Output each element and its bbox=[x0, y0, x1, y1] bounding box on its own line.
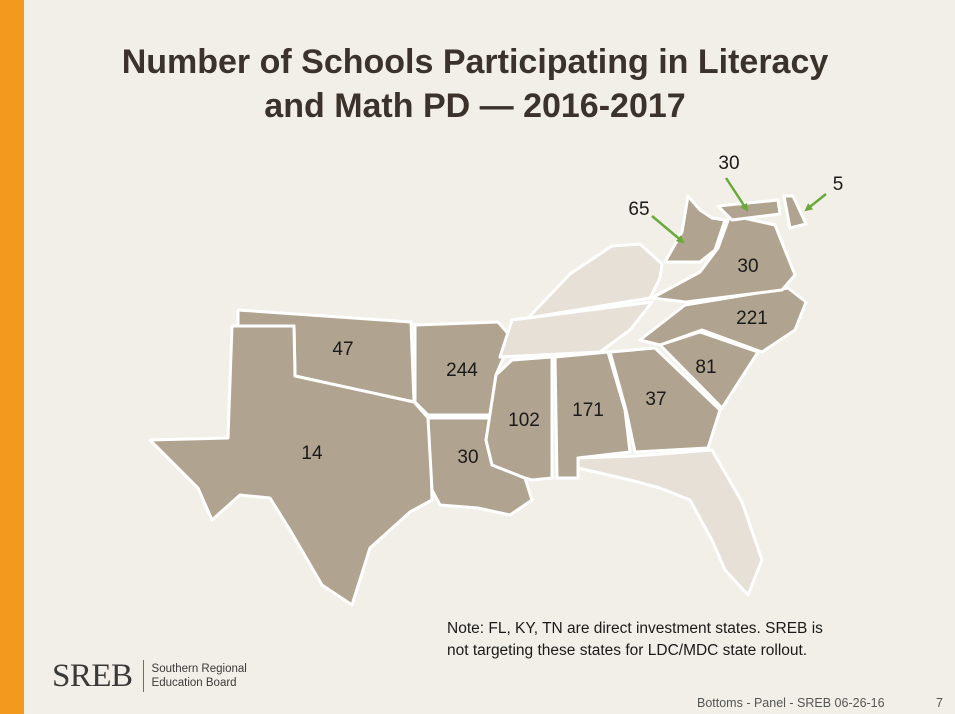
label-al: 171 bbox=[572, 400, 604, 421]
state-de bbox=[782, 194, 808, 230]
logo-subtitle-line-1: Southern Regional bbox=[151, 663, 247, 675]
state-ga bbox=[608, 346, 722, 454]
callout-arrow-de bbox=[804, 193, 827, 212]
label-md: 30 bbox=[718, 153, 739, 174]
callout-arrow-wv bbox=[651, 215, 685, 244]
label-wv: 65 bbox=[628, 199, 649, 220]
label-ar: 244 bbox=[446, 360, 478, 381]
state-fl bbox=[576, 448, 764, 597]
slide-title: Number of Schools Participating in Liter… bbox=[60, 40, 890, 128]
label-ms: 102 bbox=[508, 410, 540, 431]
state-ky bbox=[526, 242, 664, 320]
logo-divider bbox=[142, 660, 144, 692]
label-va: 30 bbox=[737, 256, 758, 277]
state-al bbox=[553, 350, 632, 480]
footer-text: Bottoms - Panel - SREB 06-26-16 bbox=[697, 696, 885, 710]
title-line-2: and Math PD — 2016-2017 bbox=[264, 87, 686, 125]
label-ga: 37 bbox=[645, 389, 666, 410]
state-tn bbox=[498, 300, 654, 359]
note-line-2: not targeting these states for LDC/MDC s… bbox=[447, 642, 808, 659]
note-line-1: Note: FL, KY, TN are direct investment s… bbox=[447, 620, 823, 637]
label-de: 5 bbox=[833, 174, 844, 195]
state-wv bbox=[663, 194, 727, 264]
logo-wordmark: SREB bbox=[52, 658, 133, 694]
title-line-1: Number of Schools Participating in Liter… bbox=[121, 43, 829, 81]
accent-bar bbox=[0, 0, 24, 714]
note-text: Note: FL, KY, TN are direct investment s… bbox=[447, 618, 927, 662]
label-ok: 47 bbox=[332, 339, 353, 360]
label-tx: 14 bbox=[301, 443, 323, 464]
label-la: 30 bbox=[457, 447, 478, 468]
label-sc: 81 bbox=[695, 357, 716, 378]
label-nc: 221 bbox=[736, 308, 768, 329]
logo-subtitle-line-2: Education Board bbox=[151, 677, 237, 689]
state-md bbox=[716, 198, 782, 222]
sreb-logo: SREB Southern Regional Education Board bbox=[52, 658, 247, 694]
state-ms bbox=[484, 355, 554, 482]
state-va bbox=[650, 213, 797, 304]
logo-subtitle: Southern Regional Education Board bbox=[152, 662, 247, 690]
callout-arrow-md bbox=[724, 177, 749, 212]
page-number: 7 bbox=[936, 696, 943, 710]
